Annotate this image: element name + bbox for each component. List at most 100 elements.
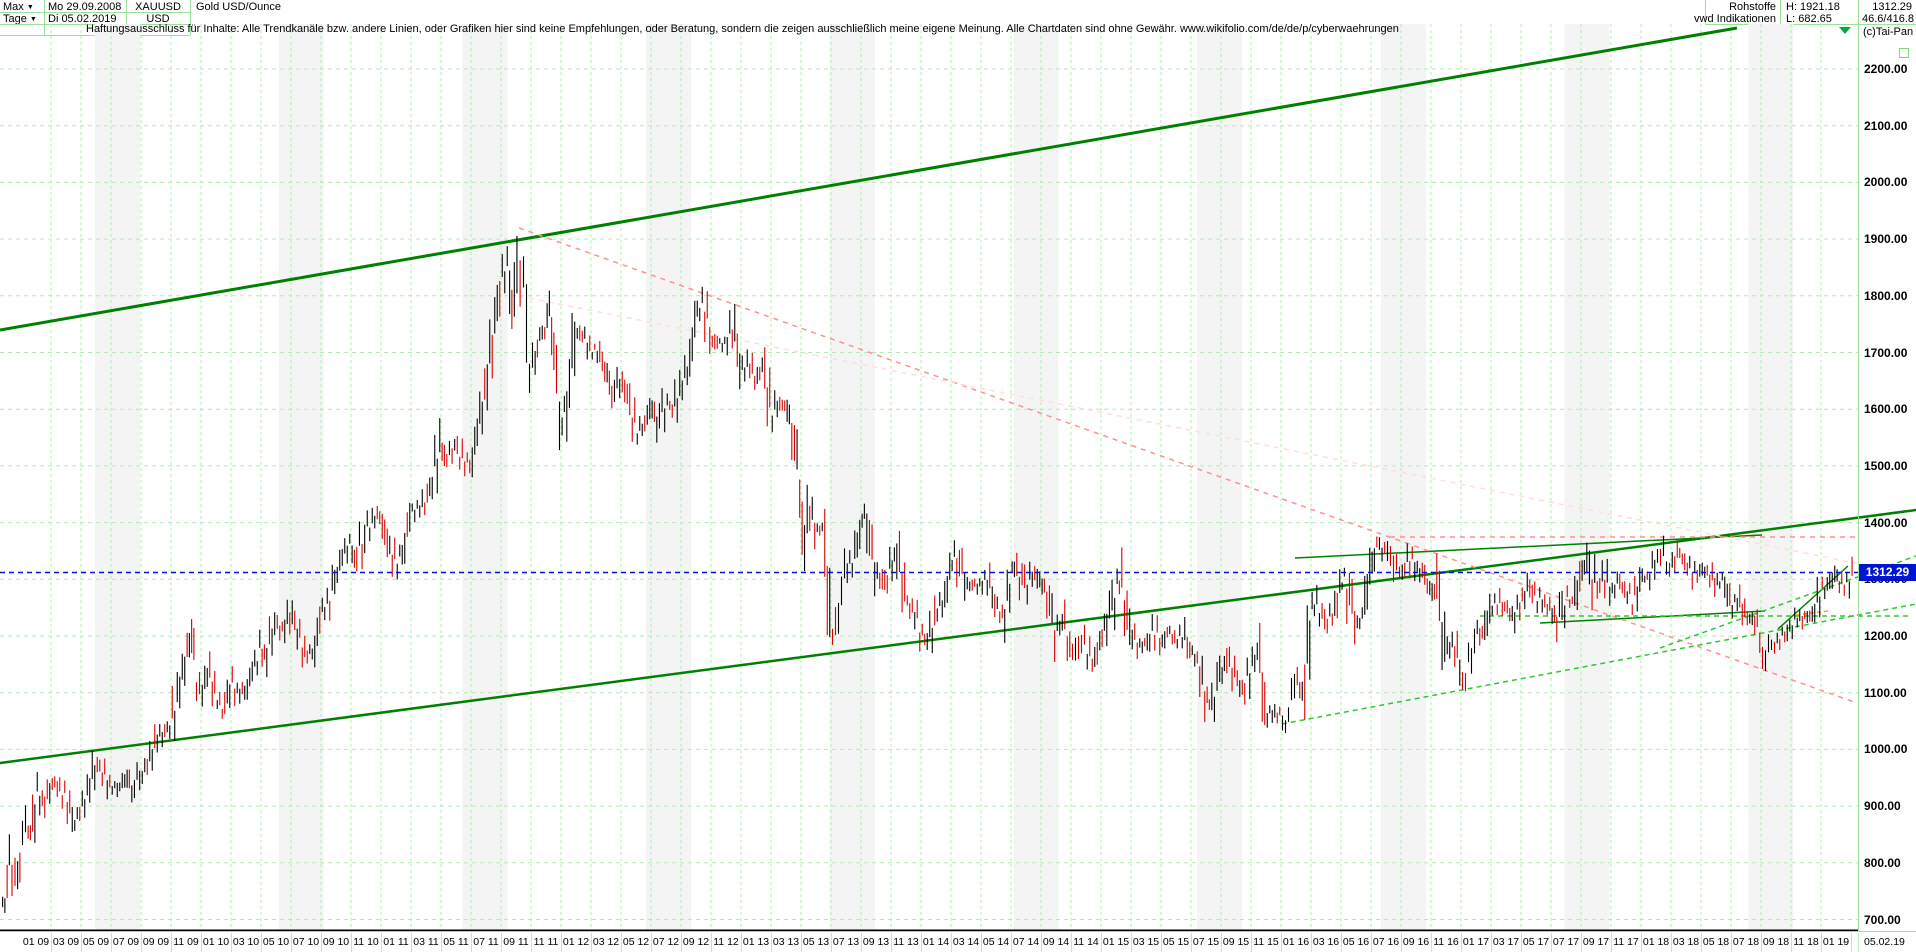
date-axis-separator (81, 933, 82, 952)
price-axis-label: 1600.00 (1864, 402, 1908, 417)
range-dropdown[interactable]: Max ▼ (3, 1, 34, 14)
date-axis-label: 01 18 (1642, 936, 1670, 948)
date-axis-separator (261, 933, 262, 952)
resistance-line-2018-tops[interactable] (1294, 534, 1763, 559)
date-axis-separator (1011, 933, 1012, 952)
date-axis-separator (51, 933, 52, 952)
date-axis-label: 03 13 (772, 936, 800, 948)
scroll-right-marker-icon[interactable] (1839, 27, 1851, 34)
date-axis-label: 05 15 (1162, 936, 1190, 948)
last-value: 1312.29 (1872, 1, 1912, 13)
date-axis-separator (171, 933, 172, 952)
faint-secondary-downtrend[interactable] (518, 295, 1861, 565)
date-axis-label: 01 15 (1102, 936, 1130, 948)
date-axis-separator (1131, 933, 1132, 952)
symbol: XAUUSD (135, 1, 181, 13)
date-axis-label: 07 12 (652, 936, 680, 948)
date-axis-separator (831, 933, 832, 952)
date-axis-label: 09 12 (682, 936, 710, 948)
currency: USD (146, 13, 170, 25)
date-axis-separator (1821, 933, 1822, 952)
date-axis-label: 09 09 (142, 936, 170, 948)
date-axis-separator (1611, 933, 1612, 952)
date-axis-label: 05 09 (82, 936, 110, 948)
date-axis-label: 07 10 (292, 936, 320, 948)
background-band (278, 24, 324, 930)
date-axis-label: 01 12 (562, 936, 590, 948)
main-downtrend-dashed[interactable] (518, 227, 1858, 704)
date-axis-label: 01 14 (922, 936, 950, 948)
date-axis-separator (1371, 933, 1372, 952)
last-price-badge: 1312.29 (1859, 564, 1916, 581)
date-axis-separator (1251, 933, 1252, 952)
background-band (1013, 24, 1059, 930)
date-axis-label: 07 13 (832, 936, 860, 948)
date-axis-label: 05 16 (1342, 936, 1370, 948)
date-axis-separator (1521, 933, 1522, 952)
date-axis-label: 03 16 (1312, 936, 1340, 948)
date-axis-label: 03 09 (52, 936, 80, 948)
date-axis-separator (1701, 933, 1702, 952)
category-label: Rohstoffe (1729, 1, 1776, 13)
date-axis-separator (1491, 933, 1492, 952)
price-axis-label: 1100.00 (1864, 685, 1907, 700)
date-axis-label: 03 11 (413, 936, 439, 948)
date-axis-separator (921, 933, 922, 952)
date-axis-label: 07 16 (1372, 936, 1400, 948)
date-axis-separator (471, 933, 472, 952)
lower-channel-line[interactable] (0, 508, 1916, 765)
price-axis-label: 800.00 (1864, 855, 1901, 870)
date-axis-separator (231, 933, 232, 952)
period-dropdown[interactable]: Tage ▼ (3, 13, 37, 26)
date-axis-label: 11 15 (1253, 936, 1279, 948)
date-axis-separator (381, 933, 382, 952)
price-axis-label: 1800.00 (1864, 288, 1908, 303)
date-axis-separator (891, 933, 892, 952)
date-axis-separator (1851, 933, 1852, 952)
collapse-icon[interactable] (1899, 48, 1909, 58)
price-axis-label: 2000.00 (1864, 175, 1908, 190)
date-axis-label: 03 17 (1492, 936, 1520, 948)
date-axis-separator (441, 933, 442, 952)
date-axis-separator (1858, 933, 1859, 952)
price-axis-label: 700.00 (1864, 912, 1901, 927)
price-axis-label: 1200.00 (1864, 629, 1908, 643)
date-to: Di 05.02.2019 (48, 13, 117, 25)
date-axis-label: 11 12 (713, 936, 739, 948)
price-axis-label: 900.00 (1864, 799, 1901, 814)
date-axis-label: 09 16 (1402, 936, 1430, 948)
instrument-name: Gold USD/Ounce (196, 1, 281, 13)
date-axis-separator (651, 933, 652, 952)
date-axis-separator (351, 933, 352, 952)
date-axis-label: 11 18 (1793, 936, 1819, 948)
price-chart-canvas[interactable] (0, 24, 1916, 932)
date-axis-separator (501, 933, 502, 952)
date-axis-separator (1791, 933, 1792, 952)
period-label: Tage (3, 13, 27, 25)
steep-rally-line-2019[interactable] (1777, 565, 1849, 630)
range-label: Max (3, 1, 24, 13)
date-axis-label: 05 14 (982, 936, 1010, 948)
date-axis-label: 05 18 (1702, 936, 1730, 948)
price-axis-label: 1000.00 (1864, 742, 1908, 757)
date-axis-label: 05 12 (622, 936, 650, 948)
copyright-label: (c)Tai-Pan (1863, 26, 1914, 38)
date-axis-label: 11 09 (173, 936, 199, 948)
date-axis-label: 05 11 (443, 936, 469, 948)
axis-dash: - (1843, 936, 1847, 948)
date-axis-label: 09 11 (503, 936, 529, 948)
upper-channel-line[interactable] (0, 26, 1738, 332)
date-axis-label: 01 17 (1462, 936, 1490, 948)
date-axis-label: 11 16 (1433, 936, 1459, 948)
date-axis-separator (741, 933, 742, 952)
date-axis-label: 09 17 (1582, 936, 1610, 948)
date-axis-label: 07 14 (1012, 936, 1040, 948)
date-axis-separator (951, 933, 952, 952)
date-axis-separator (1191, 933, 1192, 952)
support-line-2018-lows[interactable] (1539, 610, 1766, 624)
date-axis-separator (1071, 933, 1072, 952)
date-axis-label: 03 14 (952, 936, 980, 948)
date-axis-label: 09 10 (322, 936, 350, 948)
date-axis-separator (1311, 933, 1312, 952)
date-axis-separator (1671, 933, 1672, 952)
